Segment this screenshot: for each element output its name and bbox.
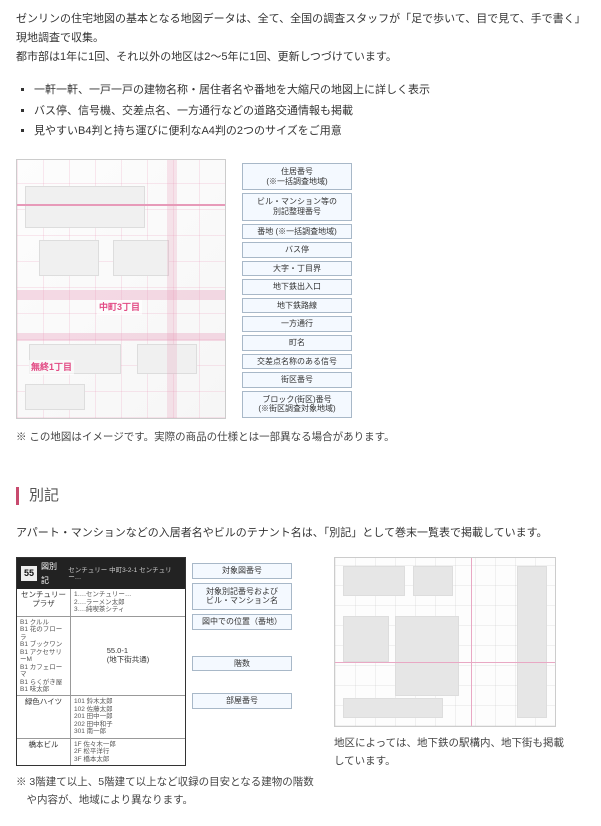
map-legend-item: 大字・丁目界 — [242, 261, 352, 277]
map-legend-item: 一方通行 — [242, 316, 352, 332]
map-legend-item: ブロック(街区)番号(※街区調査対象地域) — [242, 391, 352, 418]
bekki-legend-item: 階数 — [192, 656, 292, 672]
subway-map-image — [334, 557, 556, 727]
bekki-right-column: 地区によっては、地下鉄の駅構内、地下街も掲載しています。 — [334, 557, 564, 771]
building-name-cell: 橋本ビル — [17, 739, 71, 765]
bekki-legend-item: 図中での位置（番地） — [192, 614, 292, 630]
map-address-label-1: 中町3丁目 — [97, 300, 142, 315]
map-legend-column: 住居番号(※一括調査地域) ビル・マンション等の別記整理番号 番地 (※一括調査… — [242, 163, 352, 418]
bekki-right-note: 地区によっては、地下鉄の駅構内、地下街も掲載しています。 — [334, 735, 564, 771]
map-legend-item: 地下鉄路線 — [242, 298, 352, 314]
map-image: 中町3丁目 無終1丁目 — [16, 159, 226, 419]
header-figure-number: 55 — [21, 566, 37, 581]
map-legend-item: 番地 (※一括調査地域) — [242, 224, 352, 240]
map-legend-item: 住居番号(※一括調査地域) — [242, 163, 352, 190]
map-address-label-2: 無終1丁目 — [29, 360, 74, 375]
legend-connector-rule — [226, 159, 242, 419]
bekki-legend-item: 対象別記番号およびビル・マンション名 — [192, 583, 292, 610]
tenant-list-cell: 101 鈴木太郎102 佐藤太郎201 田中一郎202 田中和子301 南一郎 — [71, 696, 185, 737]
bekki-legend-item: 対象図番号 — [192, 563, 292, 579]
tenant-list-cell: 1F 佐々木一郎2F 松平洋行3F 橋本太郎 — [71, 739, 185, 765]
map-legend-item: 地下鉄出入口 — [242, 279, 352, 295]
tenant-list-cell: 1….センチュリー…2….ラーメン太郎3….純喫茶シティ — [71, 589, 185, 615]
section-header-bekki: 別記 — [16, 483, 585, 509]
bekki-legend-callouts: 対象図番号 対象別記番号およびビル・マンション名 図中での位置（番地） 階数 部… — [192, 563, 292, 709]
map-legend-item: バス停 — [242, 242, 352, 258]
intro-text: ゼンリンの住宅地図の基本となる地図データは、全て、全国の調査スタッフが「足で歩い… — [16, 10, 585, 67]
building-name-cell: 緑色ハイツ — [17, 696, 71, 737]
feature-item: 一軒一軒、一戸一戸の建物名称・居住者名や番地を大縮尺の地図上に詳しく表示 — [34, 81, 585, 100]
building-name-cell: センチュリープラザ — [17, 589, 71, 615]
map-legend-item: 交差点名称のある信号 — [242, 354, 352, 370]
intro-line-1: ゼンリンの住宅地図の基本となる地図データは、全て、全国の調査スタッフが「足で歩い… — [16, 10, 585, 47]
bekki-table-header: 55 図別記 センチュリー 中町3-2-1 センチュリー… — [17, 558, 185, 589]
bekki-left-note: ※ 3階建て以上、5階建て以上など収録の目安となる建物の階数や内容が、地域により… — [16, 774, 316, 810]
map-legend-item: 街区番号 — [242, 372, 352, 388]
underground-key-cell: 55.0-1(地下街共通) — [71, 617, 185, 696]
map-figure: 中町3丁目 無終1丁目 住居番号(※一括調査地域) ビル・マンション等の別記整理… — [16, 159, 585, 447]
feature-item: バス停、信号機、交差点名、一方通行などの道路交通情報も掲載 — [34, 102, 585, 121]
underground-list-cell: B1 クルルB1 花のフローラB1 ブックワンB1 アクセサリーMB1 カフェロ… — [17, 617, 71, 696]
bekki-legend-table: 55 図別記 センチュリー 中町3-2-1 センチュリー… センチュリープラザ … — [16, 557, 186, 766]
feature-item: 見やすいB4判と持ち運びに便利なA4判の2つのサイズをご用意 — [34, 122, 585, 141]
section-title: 別記 — [29, 483, 59, 509]
header-sublabel: センチュリー 中町3-2-1 センチュリー… — [68, 567, 181, 581]
bekki-intro: アパート・マンションなどの入居者名やビルのテナント名は、「別記」として巻末一覧表… — [16, 524, 585, 543]
header-figure-label: 図別記 — [41, 560, 64, 587]
map-legend-item: ビル・マンション等の別記整理番号 — [242, 193, 352, 220]
bekki-left-column: 55 図別記 センチュリー 中町3-2-1 センチュリー… センチュリープラザ … — [16, 557, 316, 810]
intro-line-2: 都市部は1年に1回、それ以外の地区は2～5年に1回、更新しつづけています。 — [16, 48, 585, 67]
bekki-legend-item: 部屋番号 — [192, 693, 292, 709]
feature-list: 一軒一軒、一戸一戸の建物名称・居住者名や番地を大縮尺の地図上に詳しく表示 バス停… — [34, 81, 585, 141]
map-note: ※ この地図はイメージです。実際の商品の仕様とは一部異なる場合があります。 — [16, 429, 585, 447]
section-accent-bar — [16, 487, 19, 505]
map-legend-item: 町名 — [242, 335, 352, 351]
